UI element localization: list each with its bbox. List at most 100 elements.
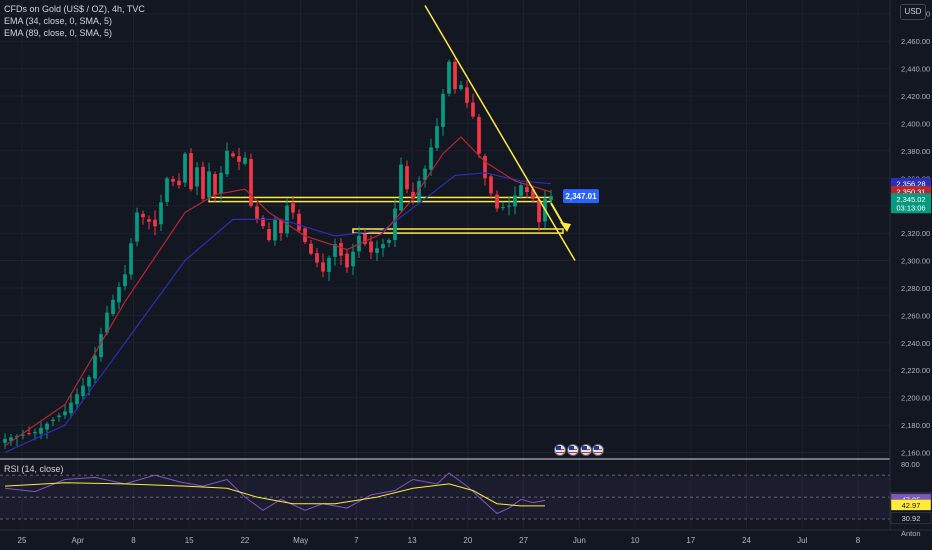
candle-body bbox=[399, 164, 403, 211]
candle-body bbox=[471, 102, 475, 117]
us-flag-icon[interactable] bbox=[554, 444, 566, 456]
candle-body bbox=[453, 61, 457, 90]
candle-body bbox=[249, 158, 253, 206]
candle-body bbox=[117, 287, 121, 303]
price-labels: 2,347.01 2,356.282,350.312,345.0203:13:06… bbox=[563, 177, 932, 524]
candle-body bbox=[39, 427, 43, 434]
price-tag bbox=[891, 177, 931, 189]
candle-body bbox=[21, 434, 25, 436]
rsi-pane bbox=[0, 472, 890, 520]
candle-body bbox=[387, 239, 391, 243]
us-flag-icon[interactable] bbox=[580, 444, 592, 456]
time-tick-label: Apr bbox=[72, 536, 85, 545]
candle-body bbox=[483, 156, 487, 179]
time-tick-label: 24 bbox=[742, 536, 751, 545]
candle-body bbox=[411, 191, 415, 199]
candle-body bbox=[537, 199, 541, 223]
price-tick-label: 2,220.00 bbox=[901, 366, 930, 375]
candle-body bbox=[441, 93, 445, 128]
candle-body bbox=[435, 126, 439, 148]
ema34-line[interactable] bbox=[4, 136, 552, 447]
rsi-ma-line[interactable] bbox=[4, 482, 545, 507]
price-tag-label: 2,345.02 bbox=[896, 195, 925, 204]
candle-body bbox=[369, 241, 373, 253]
candle-body bbox=[57, 415, 61, 418]
candle-body bbox=[177, 180, 181, 186]
price-tick-label: 2,180.00 bbox=[901, 421, 930, 430]
time-tick-label: 15 bbox=[185, 536, 194, 545]
support-zone[interactable] bbox=[208, 196, 552, 203]
candle-body bbox=[255, 206, 259, 220]
ema34-legend[interactable]: EMA (34, close, 0, SMA, 5) bbox=[4, 16, 113, 26]
candle-body bbox=[3, 438, 7, 443]
us-flag-icon[interactable] bbox=[592, 444, 604, 456]
price-tick-label: 2,260.00 bbox=[901, 311, 930, 320]
time-tick-label: Jun bbox=[573, 536, 586, 545]
price-tick-label: 2,160.00 bbox=[901, 449, 930, 458]
ema89-line[interactable] bbox=[4, 172, 552, 454]
price-tick-label: 2,380.00 bbox=[901, 147, 930, 156]
price-tick-label: 2,320.00 bbox=[901, 229, 930, 238]
rsi-legend[interactable]: RSI (14, close) bbox=[4, 464, 64, 474]
candle-body bbox=[81, 385, 85, 397]
price-tick-label: 2,460.00 bbox=[901, 37, 930, 46]
price-tag bbox=[891, 193, 931, 205]
candle-body bbox=[87, 377, 91, 387]
candle-body bbox=[225, 150, 229, 175]
candle-body bbox=[495, 194, 499, 209]
time-tick-label: 8 bbox=[856, 536, 861, 545]
chart-title: CFDs on Gold (US$ / OZ), 4h, TVC bbox=[4, 4, 145, 14]
candle-body bbox=[549, 196, 553, 201]
candle-body bbox=[165, 178, 169, 202]
price-callout-label: 2,347.01 bbox=[565, 192, 597, 201]
candle-body bbox=[123, 274, 127, 287]
price-callout-box[interactable] bbox=[563, 189, 599, 204]
candle-body bbox=[339, 243, 343, 256]
arrow-head-icon bbox=[560, 222, 571, 232]
rsi-tag-label: 30.92 bbox=[902, 514, 921, 523]
trendline[interactable] bbox=[424, 5, 576, 261]
candle-body bbox=[375, 248, 379, 253]
rsi-tag bbox=[890, 499, 932, 511]
candle-body bbox=[153, 219, 157, 227]
candle-body bbox=[51, 419, 55, 422]
candle-body bbox=[507, 205, 511, 207]
candle-body bbox=[285, 205, 289, 234]
candle-body bbox=[447, 61, 451, 94]
candle-body bbox=[135, 212, 139, 242]
candle-body bbox=[345, 253, 349, 268]
candle-body bbox=[195, 167, 199, 187]
rsi-tag bbox=[890, 512, 932, 524]
candle-body bbox=[489, 176, 493, 194]
time-tick-label: 17 bbox=[686, 536, 695, 545]
time-tick-label: 27 bbox=[519, 536, 528, 545]
price-tick-label: 2,420.00 bbox=[901, 92, 930, 101]
candle-body bbox=[159, 202, 163, 225]
currency-button[interactable]: USD bbox=[900, 4, 926, 20]
descending-trendline[interactable] bbox=[424, 5, 576, 261]
candle-body bbox=[273, 219, 277, 241]
candle-body bbox=[501, 207, 505, 209]
grid bbox=[0, 0, 932, 530]
candle-body bbox=[393, 208, 397, 241]
price-tag bbox=[891, 202, 931, 214]
price-tag-label: 03:13:06 bbox=[896, 204, 925, 213]
candle-body bbox=[513, 195, 517, 207]
candle-body bbox=[147, 219, 151, 222]
price-tag bbox=[891, 186, 931, 198]
ema89-legend[interactable]: EMA (89, close, 0, SMA, 5) bbox=[4, 28, 113, 38]
support-zone[interactable] bbox=[352, 228, 564, 234]
us-flag-icon[interactable] bbox=[567, 444, 579, 456]
candle-body bbox=[231, 153, 235, 157]
candle-body bbox=[27, 433, 31, 435]
candle-body bbox=[531, 189, 535, 199]
price-axis-bg bbox=[890, 0, 932, 550]
time-tick-label: 8 bbox=[131, 536, 136, 545]
price-tick-label: 2,240.00 bbox=[901, 339, 930, 348]
candle-body bbox=[15, 436, 19, 438]
candle-body bbox=[207, 171, 211, 198]
candle-body bbox=[171, 179, 175, 182]
candle-body bbox=[309, 243, 313, 254]
